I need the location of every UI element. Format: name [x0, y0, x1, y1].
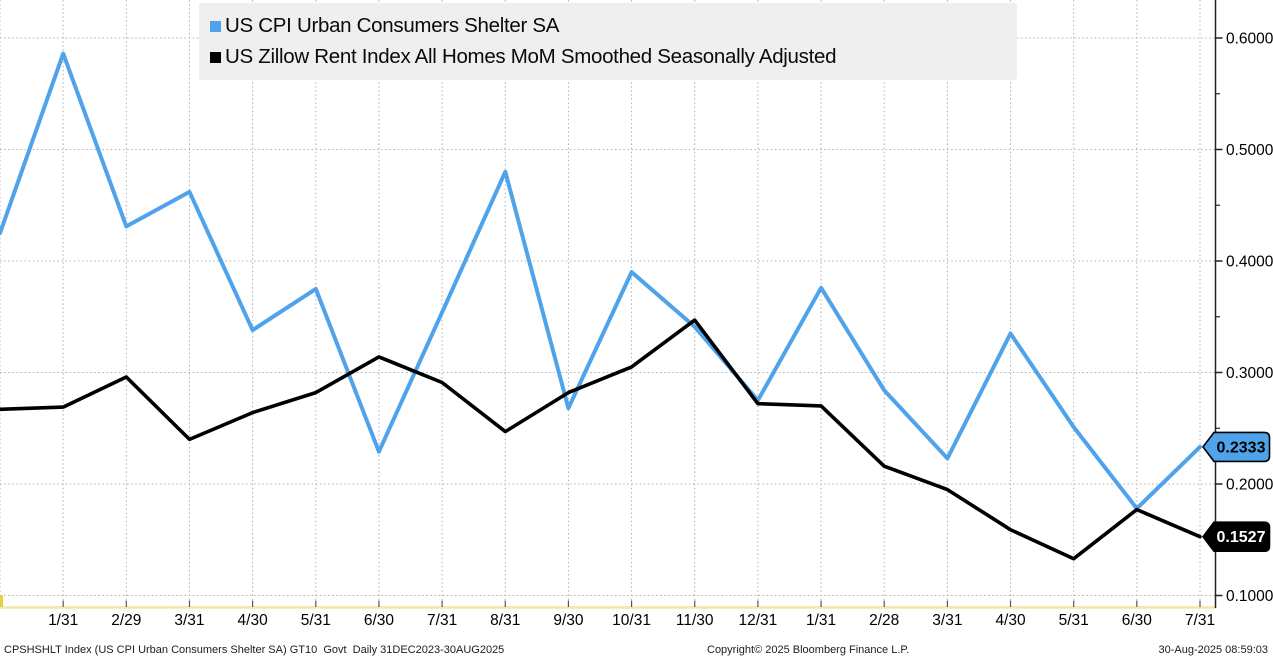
zillow-rent-series-swatch-icon	[210, 51, 221, 63]
cpi-shelter-series-swatch-icon	[210, 20, 221, 32]
x-axis-label: 3/31	[932, 612, 962, 629]
x-axis-label: 1/31	[806, 612, 836, 629]
cpi-shelter-series-label: US CPI Urban Consumers Shelter SA	[225, 13, 560, 37]
y-axis-label: 0.6000	[1226, 31, 1273, 48]
y-axis-label: 0.5000	[1226, 142, 1273, 159]
x-axis-label: 11/30	[676, 612, 714, 629]
chart-legend: US CPI Urban Consumers Shelter SA US Zil…	[199, 3, 1017, 80]
x-axis-label: 1/31	[48, 612, 78, 629]
y-axis-label: 0.3000	[1226, 365, 1273, 382]
last-value-tag-zillow-rent: 0.1527	[1201, 521, 1271, 553]
x-axis-label: 7/31	[427, 612, 457, 629]
chart-canvas: 0.6000 0.5000 0.4000 0.3000 0.2000 0.1000 1/31…	[0, 0, 1273, 630]
y-axis-label: 0.1000	[1226, 588, 1273, 605]
axis-ticks-and-labels: 0.6000 0.5000 0.4000 0.3000 0.2000 0.1000 1/31…	[48, 31, 1273, 630]
series-line-cpi-shelter	[0, 51, 1202, 511]
x-axis-label: 10/31	[612, 612, 651, 629]
data-series	[0, 51, 1202, 561]
x-axis-label: 3/31	[174, 612, 204, 629]
last-value-tags: 0.2333 0.1527	[1201, 431, 1271, 553]
x-axis-label: 2/29	[111, 612, 141, 629]
x-axis-label: 12/31	[738, 612, 777, 629]
cpi-shelter-last-value: 0.2333	[1217, 439, 1266, 456]
x-axis-label: 9/30	[553, 612, 584, 629]
x-axis-label: 7/31	[1185, 612, 1215, 629]
x-axis-label: 6/30	[364, 612, 395, 629]
copyright-notice: Copyright© 2025 Bloomberg Finance L.P.	[707, 644, 910, 656]
gridlines	[0, 0, 1216, 600]
axes	[0, 0, 1217, 609]
y-axis-label: 0.2000	[1226, 477, 1273, 494]
legend-row-zillow-rent: US Zillow Rent Index All Homes MoM Smoot…	[210, 43, 1017, 72]
zillow-rent-series-label: US Zillow Rent Index All Homes MoM Smoot…	[225, 44, 837, 68]
x-axis-label: 8/31	[490, 612, 520, 629]
x-axis-label: 4/30	[238, 612, 269, 629]
series-line-zillow-rent	[0, 318, 1202, 561]
security-description: CPSHSHLT Index (US CPI Urban Consumers S…	[4, 644, 505, 656]
zillow-rent-last-value: 0.1527	[1217, 529, 1266, 546]
y-axis-label: 0.4000	[1226, 254, 1273, 271]
x-axis-label: 6/30	[1122, 612, 1153, 629]
timestamp: 30-Aug-2025 08:59:03	[1158, 644, 1268, 656]
x-axis-label: 4/30	[995, 612, 1026, 629]
x-axis-label: 5/31	[301, 612, 331, 629]
x-axis-label: 5/31	[1059, 612, 1089, 629]
legend-row-cpi-shelter: US CPI Urban Consumers Shelter SA	[210, 12, 1017, 41]
x-axis-label: 2/28	[869, 612, 899, 629]
last-value-tag-cpi-shelter: 0.2333	[1201, 431, 1271, 463]
